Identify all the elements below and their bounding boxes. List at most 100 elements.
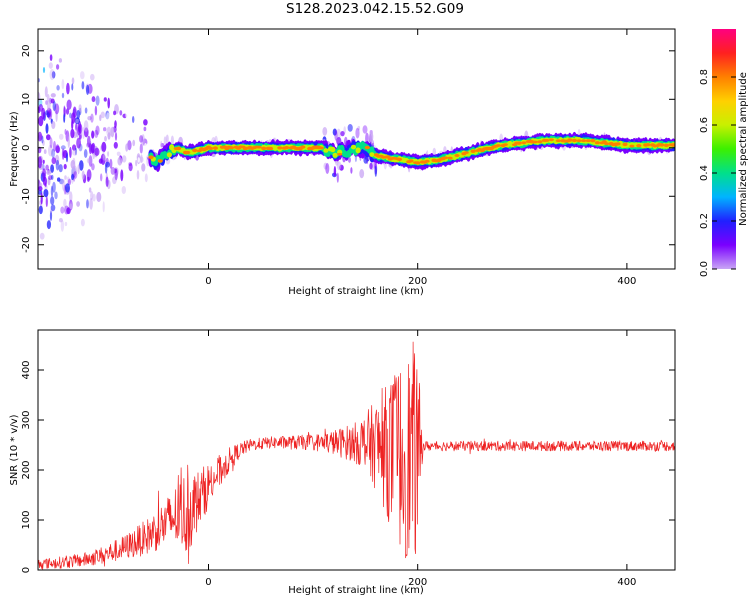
spectrogram-noise-cell bbox=[107, 97, 110, 109]
snr-series-line bbox=[38, 341, 675, 570]
spectrogram-y-ticks: -20 -10 0 10 20 bbox=[21, 44, 675, 253]
spectrogram-ridge-cell bbox=[408, 159, 414, 163]
spectrogram-ridge-cell bbox=[555, 139, 561, 143]
spectrogram-ridge-cell bbox=[261, 146, 267, 151]
spectrogram-ridge-cell bbox=[495, 144, 501, 147]
spectrogram-noise-cell bbox=[113, 141, 118, 149]
colorbar-ticks: 0.0 0.2 0.4 0.6 0.8 bbox=[699, 69, 736, 277]
spectrogram-noise-cell bbox=[38, 106, 41, 114]
spectrogram-ridge-cell bbox=[470, 149, 476, 153]
snr-x-axis-label: Height of straight line (km) bbox=[288, 585, 424, 596]
spectrogram-noise-cell bbox=[141, 134, 145, 146]
spectrogram-noise-cell bbox=[75, 123, 78, 131]
spectrogram-ridge-cell bbox=[571, 138, 578, 143]
spectrogram-noise-cell bbox=[66, 176, 70, 185]
spectrogram-noise-cell bbox=[78, 104, 82, 112]
snr-y-tick-label: 100 bbox=[21, 510, 32, 529]
spectrogram-ridge-cell bbox=[268, 146, 274, 151]
spectrogram-noise-cell bbox=[39, 232, 45, 240]
spectrogram-ridge-cell bbox=[415, 161, 421, 165]
spectrogram-noise-cell bbox=[92, 193, 96, 202]
spectrogram-ridge-cell bbox=[576, 139, 582, 143]
spectrogram-noise-cell bbox=[65, 183, 70, 193]
spectrogram-noise-cell bbox=[71, 77, 75, 85]
spectrogram-noise-cell bbox=[40, 192, 43, 205]
spectrogram-noise-cell bbox=[107, 132, 111, 140]
spectrogram-noise-cell bbox=[363, 156, 369, 164]
spectrogram-ridge-cell bbox=[659, 143, 665, 147]
spectrogram-noise-cell bbox=[63, 163, 67, 170]
spectrogram-noise-cell bbox=[139, 135, 144, 143]
snr-y-ticks: 0 100 200 300 400 bbox=[21, 360, 675, 573]
spectrogram-noise-cell bbox=[58, 164, 63, 173]
spectrogram-noise-cell bbox=[341, 137, 345, 143]
colorbar-tick-label: 0.2 bbox=[699, 213, 710, 229]
spectrogram-noise-cell bbox=[50, 185, 54, 197]
spectrogram-noise-cell bbox=[116, 151, 121, 156]
spectrogram-noise-cell bbox=[103, 127, 107, 132]
spectrogram-noise-cell bbox=[50, 196, 55, 206]
spectrogram-noise-cell bbox=[362, 125, 368, 134]
spectrogram-noise-cell bbox=[336, 128, 341, 140]
spectrogram-noise-cell bbox=[59, 133, 64, 140]
spectrogram-x-tick-label: 0 bbox=[205, 276, 211, 287]
spectrogram-noise-cell bbox=[50, 164, 54, 173]
spectrogram-noise-cell bbox=[100, 173, 103, 182]
spectrogram-noise-cell bbox=[42, 67, 46, 73]
spectrogram-noise-cell bbox=[71, 173, 75, 181]
spectrogram-noise-cell bbox=[144, 173, 148, 183]
spectrogram-noise-cell bbox=[58, 58, 63, 63]
spectrogram-noise-cell bbox=[105, 161, 110, 168]
spectrogram-noise-cell bbox=[78, 123, 83, 134]
snr-x-tick-label: 400 bbox=[617, 577, 636, 588]
colorbar-tick-label: 0.4 bbox=[699, 165, 710, 181]
spectrogram-noise-cell bbox=[156, 171, 161, 183]
spectrogram-noise-cell bbox=[170, 135, 174, 146]
spectrogram-ridge-cell bbox=[645, 143, 651, 147]
spectrogram-ridge-cell bbox=[332, 152, 338, 158]
spectrogram-noise-cell bbox=[334, 129, 338, 141]
snr-x-tick-label: 200 bbox=[408, 577, 427, 588]
spectrogram-noise-cell bbox=[60, 206, 65, 214]
spectrogram-noise-cell bbox=[340, 131, 345, 137]
spectrogram-noise-cell bbox=[50, 93, 56, 98]
spectrogram-noise-cell bbox=[369, 131, 374, 143]
spectrogram-noise-cell bbox=[160, 140, 163, 148]
spectrogram-noise-cell bbox=[101, 141, 107, 153]
spectrogram-noise-cell bbox=[44, 182, 47, 188]
spectrogram-noise-cell bbox=[94, 129, 99, 138]
spectrogram-ridge-cell bbox=[192, 148, 198, 153]
spectrogram-noise-cell bbox=[46, 134, 51, 141]
spectrogram-noise-cell bbox=[122, 155, 127, 163]
spectrogram-noise-cell bbox=[114, 132, 118, 141]
spectrogram-noise-cell bbox=[102, 150, 105, 159]
spectrogram-noise-cell bbox=[75, 119, 79, 124]
spectrogram-noise-cell bbox=[70, 159, 76, 169]
spectrogram-noise-cell bbox=[350, 167, 353, 174]
spectrogram-ridge-cell bbox=[369, 152, 375, 158]
spectrogram-noise-cell bbox=[322, 126, 328, 136]
spectrogram-noise-cell bbox=[88, 187, 92, 193]
spectrogram-noise-cell bbox=[61, 148, 65, 161]
spectrogram-noise-cell bbox=[69, 203, 73, 210]
spectrogram-noise-cell bbox=[45, 196, 48, 208]
spectrogram-noise-cell bbox=[120, 169, 124, 182]
spectrogram-ridge-cell bbox=[355, 147, 361, 154]
spectrogram-noise-cell bbox=[59, 178, 64, 185]
spectrogram-noise-cell bbox=[66, 99, 72, 110]
spectrogram-noise-cell bbox=[106, 112, 110, 123]
spectrogram-noise-cell bbox=[66, 82, 70, 95]
spectrogram-noise-cell bbox=[43, 188, 49, 198]
spectrogram-noise-cell bbox=[69, 191, 73, 203]
spectrogram-ridge-cell bbox=[300, 145, 306, 149]
spectrogram-noise-cell bbox=[63, 113, 66, 123]
spectrogram-ridge-cell bbox=[502, 143, 508, 147]
page-title: S128.2023.042.15.52.G09 bbox=[286, 1, 464, 17]
spectrogram-noise-cell bbox=[139, 143, 143, 154]
spectrogram-noise-cell bbox=[119, 110, 123, 116]
spectrogram-noise-cell bbox=[38, 156, 42, 169]
spectrogram-noise-cell bbox=[50, 174, 54, 180]
spectrogram-noise-cell bbox=[90, 113, 94, 123]
spectrogram-y-axis-label: Frequency (Hz) bbox=[9, 111, 20, 187]
spectrogram-noise-cell bbox=[65, 108, 70, 115]
